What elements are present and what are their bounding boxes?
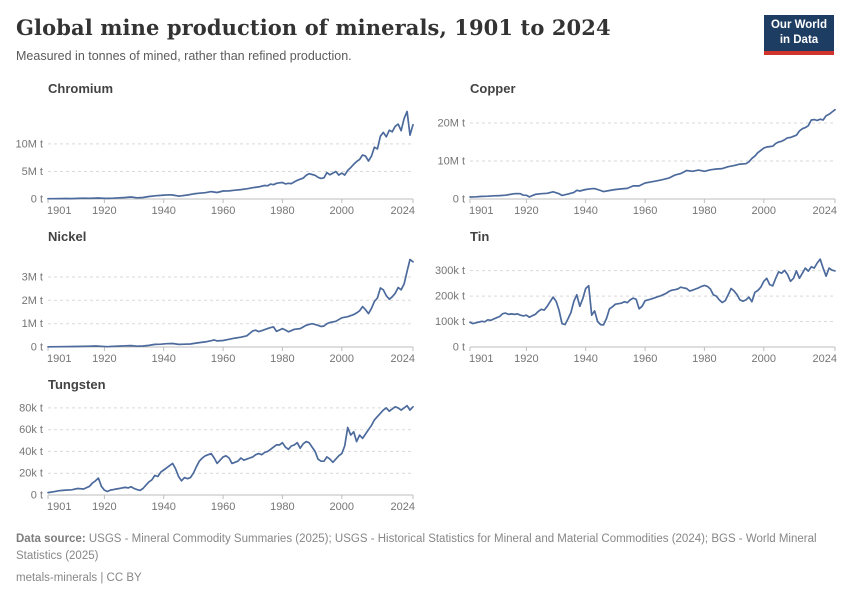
svg-text:0 t: 0 t: [453, 194, 465, 206]
svg-text:0 t: 0 t: [31, 489, 43, 501]
svg-text:0 t: 0 t: [453, 342, 465, 354]
svg-text:60k t: 60k t: [19, 424, 43, 436]
svg-text:2000: 2000: [330, 353, 354, 365]
svg-text:20k t: 20k t: [19, 468, 43, 480]
svg-text:1960: 1960: [633, 353, 657, 365]
chromium-line-chart: 0 t 5M t 10M t 1901 1920 1940 1960 1980 2000 2024: [15, 110, 415, 217]
chart-title-copper: Copper: [470, 81, 516, 97]
owid-logo[interactable]: Our World in Data: [764, 15, 834, 55]
svg-text:1960: 1960: [211, 353, 235, 365]
chart-footer: Data source: USGS - Mineral Commodity Su…: [16, 531, 830, 586]
svg-text:2024: 2024: [391, 205, 415, 217]
chart-chromium: Chromium 0 t 5M t 10M t 1901 1920 1940 1960 198…: [15, 81, 416, 219]
svg-text:2000: 2000: [330, 205, 354, 217]
tungsten-line-chart: 0 t 20k t 40k t 60k t 80k t 1901 1920 1940 1960 1…: [19, 402, 415, 513]
svg-text:1940: 1940: [573, 353, 597, 365]
data-source-text: USGS - Mineral Commodity Summaries (2025…: [16, 532, 817, 562]
svg-text:1980: 1980: [270, 501, 294, 513]
svg-text:2024: 2024: [391, 353, 415, 365]
owid-logo-line1: Our World: [770, 19, 827, 32]
svg-text:1920: 1920: [92, 501, 116, 513]
chart-title-chromium: Chromium: [48, 81, 113, 97]
svg-text:2024: 2024: [391, 501, 415, 513]
page-title: Global mine production of minerals, 1901…: [16, 15, 611, 40]
chart-nickel: Nickel 0 t 1M t 2M t 3M t 1901 1920 1940 1960 19…: [16, 229, 416, 367]
svg-text:0 t: 0 t: [31, 342, 43, 354]
svg-text:2000: 2000: [752, 353, 776, 365]
data-source-label: Data source:: [16, 532, 86, 545]
svg-text:1901: 1901: [47, 353, 71, 365]
license-line: metals-minerals | CC BY: [16, 572, 142, 585]
tin-line-chart: 0 t 100k t 200k t 300k t 1901 1920 1940 1960 198…: [435, 258, 837, 365]
svg-text:1920: 1920: [92, 205, 116, 217]
svg-text:200k t: 200k t: [435, 291, 465, 303]
data-source-line: Data source: USGS - Mineral Commodity Su…: [16, 531, 830, 564]
svg-text:2M t: 2M t: [22, 295, 43, 307]
svg-text:1920: 1920: [92, 353, 116, 365]
svg-text:2024: 2024: [813, 353, 837, 365]
svg-text:80k t: 80k t: [19, 402, 43, 414]
svg-text:300k t: 300k t: [435, 265, 465, 277]
svg-text:2000: 2000: [752, 205, 776, 217]
chart-title-tungsten: Tungsten: [48, 377, 106, 393]
svg-text:1940: 1940: [151, 501, 175, 513]
svg-text:1901: 1901: [469, 353, 493, 365]
svg-text:1901: 1901: [469, 205, 493, 217]
svg-text:1920: 1920: [514, 205, 538, 217]
svg-text:1980: 1980: [270, 353, 294, 365]
svg-text:1960: 1960: [211, 501, 235, 513]
chart-header: Global mine production of minerals, 1901…: [16, 14, 834, 64]
svg-text:2024: 2024: [813, 205, 837, 217]
chart-copper: Copper 0 t 10M t 20M t 1901 1920 1940 1960 1980…: [437, 81, 838, 219]
charts-grid: Chromium 0 t 5M t 10M t 1901 1920 1940 1960 198…: [15, 81, 837, 515]
svg-text:3M t: 3M t: [22, 272, 43, 284]
svg-text:1940: 1940: [151, 353, 175, 365]
chart-title-nickel: Nickel: [48, 229, 87, 245]
svg-text:0 t: 0 t: [31, 194, 43, 206]
svg-text:1901: 1901: [47, 205, 71, 217]
svg-text:1980: 1980: [692, 353, 716, 365]
page-subtitle: Measured in tonnes of mined, rather than…: [16, 49, 352, 64]
svg-text:1940: 1940: [573, 205, 597, 217]
chart-tungsten: Tungsten 0 t 20k t 40k t 60k t 80k t 1901 1920…: [16, 377, 416, 515]
svg-text:2000: 2000: [330, 501, 354, 513]
svg-text:10M t: 10M t: [437, 156, 465, 168]
svg-text:10M t: 10M t: [15, 138, 43, 150]
svg-text:1980: 1980: [270, 205, 294, 217]
header-text-block: Global mine production of minerals, 1901…: [16, 14, 611, 64]
svg-text:1901: 1901: [47, 501, 71, 513]
copper-line-chart: 0 t 10M t 20M t 1901 1920 1940 1960 1980 2000 202…: [437, 108, 837, 217]
svg-text:5M t: 5M t: [22, 166, 43, 178]
svg-text:1920: 1920: [514, 353, 538, 365]
svg-text:20M t: 20M t: [437, 118, 465, 130]
svg-text:1940: 1940: [151, 205, 175, 217]
svg-text:40k t: 40k t: [19, 446, 43, 458]
svg-text:1960: 1960: [633, 205, 657, 217]
chart-tin: Tin 0 t 100k t 200k t 300k t 1901 1920 1940 196…: [435, 229, 838, 367]
svg-text:1960: 1960: [211, 205, 235, 217]
owid-logo-line2: in Data: [779, 34, 819, 46]
chart-title-tin: Tin: [470, 229, 490, 245]
nickel-line-chart: 0 t 1M t 2M t 3M t 1901 1920 1940 1960 1980 2000 2…: [22, 258, 415, 365]
svg-text:1980: 1980: [692, 205, 716, 217]
svg-text:100k t: 100k t: [435, 316, 465, 328]
svg-text:1M t: 1M t: [22, 318, 43, 330]
